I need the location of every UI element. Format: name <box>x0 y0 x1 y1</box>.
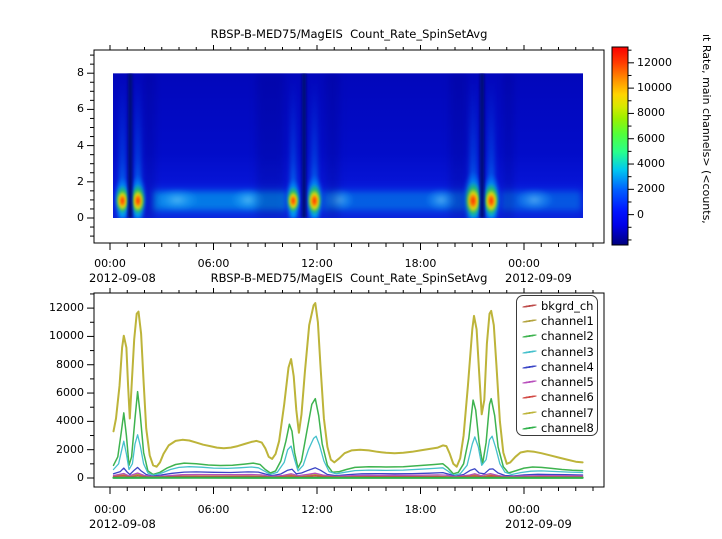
legend-item-channel3[interactable]: channel3 <box>521 344 597 359</box>
legend-label: channel5 <box>541 375 594 390</box>
legend-item-bkgrd_ch[interactable]: bkgrd_ch <box>521 298 597 313</box>
legend-item-channel6[interactable]: channel6 <box>521 390 597 405</box>
series-channel5 <box>112 472 584 478</box>
top-y-tick-label: 2 <box>77 174 84 188</box>
bottom-x-tick-label: 06:00 <box>197 503 230 516</box>
colorbar-ticks <box>628 49 634 241</box>
series-channel3 <box>112 434 584 476</box>
top-y-tick-label: 6 <box>77 102 84 116</box>
spectrogram-image[interactable] <box>113 73 583 226</box>
bottom-y-tick-label: 2000 <box>56 442 84 456</box>
legend-item-channel5[interactable]: channel5 <box>521 374 597 390</box>
legend-item-channel4[interactable]: channel4 <box>521 359 597 374</box>
colorbar[interactable] <box>611 46 629 246</box>
top-plot-ticks <box>87 45 594 250</box>
colorbar-tick-label: 6000 <box>637 131 665 145</box>
top-axis-start-date: 2012-09-08 <box>89 271 156 285</box>
bottom-plot-frame <box>93 292 605 488</box>
legend-item-channel7[interactable]: channel7 <box>521 405 597 420</box>
legend-line-swatch <box>521 379 538 385</box>
bottom-x-tick-label: 00:00 <box>508 503 540 516</box>
top-x-tick-label: 18:00 <box>404 257 437 270</box>
legend-label: channel2 <box>541 329 594 344</box>
top-axis-end-date: 2012-09-09 <box>505 271 572 285</box>
top-y-tick-label: 4 <box>77 138 84 152</box>
bottom-y-tick-label: 4000 <box>56 414 84 428</box>
top-y-tick-label: 0 <box>77 211 84 224</box>
legend-line-swatch <box>521 425 538 431</box>
bottom-x-tick-label: 18:00 <box>404 503 437 516</box>
legend-label: channel4 <box>541 359 594 374</box>
legend-label: channel8 <box>541 421 594 436</box>
bottom-plot-ticks <box>87 288 594 494</box>
legend-item-channel2[interactable]: channel2 <box>521 329 597 344</box>
bottom-axis-end-date: 2012-09-09 <box>505 517 572 531</box>
legend[interactable]: bkgrd_ch channel1 channel2 channel3 channel4… <box>516 295 598 436</box>
legend-line-swatch <box>521 364 538 369</box>
top-x-tick-label: 00:00 <box>508 257 540 270</box>
legend-label: channel6 <box>541 390 594 405</box>
bottom-y-axis-label: ıt Rate, main channels> (<counts/s <box>0 303 2 499</box>
legend-label: channel1 <box>541 313 594 328</box>
series-channel7 <box>112 302 584 468</box>
legend-item-channel8[interactable]: channel8 <box>521 420 597 436</box>
top-plot-title: RBSP-B-MED75/MagEIS Count_Rate_SpinSetAv… <box>210 27 488 41</box>
bottom-y-tick-label: 12000 <box>49 301 84 315</box>
bottom-y-tick-label: 6000 <box>56 386 84 400</box>
bottom-y-tick-label: 10000 <box>49 329 84 343</box>
colorbar-tick-label: 0 <box>637 207 644 221</box>
top-x-tick-label: 00:00 <box>94 257 126 270</box>
bottom-x-tick-label: 00:00 <box>94 503 126 516</box>
colorbar-tick-label: 12000 <box>637 55 672 69</box>
legend-line-swatch <box>521 395 538 400</box>
bottom-axis-start-date: 2012-09-08 <box>89 517 156 531</box>
legend-label: bkgrd_ch <box>541 298 594 313</box>
top-x-tick-label: 06:00 <box>197 257 230 270</box>
top-y-tick-label: 8 <box>77 66 84 80</box>
line-chart-area[interactable] <box>112 302 584 479</box>
colorbar-tick-label: 10000 <box>637 81 672 95</box>
legend-line-swatch <box>521 334 538 339</box>
legend-line-swatch <box>521 303 538 308</box>
colorbar-tick-label: 8000 <box>637 106 665 120</box>
bottom-plot-title: RBSP-B-MED75/MagEIS Count_Rate_SpinSetAv… <box>210 271 488 285</box>
top-plot-frame <box>93 49 605 244</box>
legend-label: channel7 <box>541 405 594 420</box>
colorbar-label: ıt Rate, main channels> (<counts, <box>700 34 713 224</box>
series-channel2 <box>112 390 584 476</box>
legend-line-swatch <box>521 410 538 415</box>
top-x-tick-label: 12:00 <box>301 257 333 270</box>
colorbar-tick-label: 4000 <box>637 157 665 171</box>
bottom-x-tick-label: 12:00 <box>301 503 333 516</box>
legend-label: channel3 <box>541 344 594 359</box>
legend-line-swatch <box>521 349 538 354</box>
legend-item-channel1[interactable]: channel1 <box>521 313 597 328</box>
bottom-y-tick-label: 8000 <box>56 357 84 371</box>
colorbar-tick-label: 2000 <box>637 182 665 196</box>
legend-line-swatch <box>521 318 538 324</box>
bottom-y-tick-label: 0 <box>77 471 84 484</box>
